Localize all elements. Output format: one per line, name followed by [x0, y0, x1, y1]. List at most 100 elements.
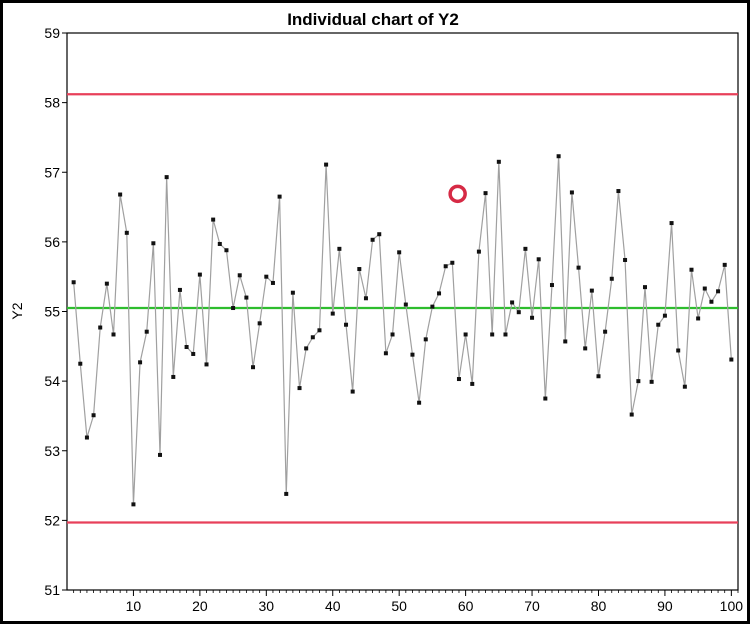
data-point [211, 217, 216, 222]
data-point [304, 346, 309, 351]
data-point [131, 502, 136, 507]
data-point [350, 389, 355, 394]
data-point [363, 296, 368, 301]
chart-title: Individual chart of Y2 [287, 10, 459, 29]
data-point [503, 332, 508, 337]
data-point [636, 379, 641, 384]
data-point [609, 276, 614, 281]
y-tick-label: 57 [44, 164, 60, 180]
x-tick-label: 10 [126, 598, 142, 614]
data-point [403, 302, 408, 307]
data-point [689, 267, 694, 272]
data-point [251, 365, 256, 370]
data-point [476, 249, 481, 254]
data-point [642, 285, 647, 290]
data-point [231, 306, 236, 311]
x-tick-label: 60 [458, 598, 474, 614]
data-point [483, 191, 488, 196]
data-point [324, 162, 329, 167]
data-point [377, 232, 382, 237]
data-point [430, 304, 435, 309]
annotation-marker [448, 184, 467, 204]
data-point [138, 360, 143, 365]
data-point [589, 288, 594, 293]
data-point [616, 189, 621, 194]
data-point [596, 374, 601, 379]
y-axis: 51 52 53 54 55 56 57 58 59 [44, 25, 67, 598]
x-tick-label: 20 [192, 598, 208, 614]
data-point [197, 272, 202, 277]
data-point [563, 339, 568, 344]
data-point [397, 250, 402, 255]
data-point [158, 452, 163, 457]
data-point [270, 280, 275, 285]
data-point [124, 230, 129, 235]
y-tick-label: 55 [44, 304, 60, 320]
data-point [290, 290, 295, 295]
x-tick-label: 90 [657, 598, 673, 614]
data-point [277, 194, 282, 199]
data-point [177, 287, 182, 292]
data-point [264, 274, 269, 279]
data-point [702, 286, 707, 291]
data-point [676, 348, 681, 353]
data-point [549, 283, 554, 288]
data-point [709, 299, 714, 304]
data-point [370, 237, 375, 242]
data-point [151, 241, 156, 246]
data-point [344, 322, 349, 327]
data-point [569, 190, 574, 195]
data-point [516, 310, 521, 315]
data-point [144, 329, 149, 334]
x-tick-label: 80 [591, 598, 607, 614]
data-point [556, 154, 561, 159]
data-point [682, 384, 687, 389]
data-point [204, 362, 209, 367]
y-tick-label: 51 [44, 582, 60, 598]
data-point [84, 435, 89, 440]
x-tick-label: 40 [325, 598, 341, 614]
data-point [78, 361, 83, 366]
plot-area [66, 32, 739, 591]
data-point [629, 412, 634, 417]
data-point [171, 374, 176, 379]
data-point [456, 377, 461, 382]
data-point [530, 315, 535, 320]
data-point [118, 192, 123, 197]
data-point [463, 332, 468, 337]
data-point [496, 159, 501, 164]
data-point [91, 413, 96, 418]
data-point [649, 379, 654, 384]
annotations [448, 184, 467, 204]
data-point [317, 328, 322, 333]
data-point [104, 281, 109, 286]
data-point [191, 351, 196, 356]
data-point [357, 267, 362, 272]
x-tick-label: 100 [720, 598, 744, 614]
y-tick-label: 59 [44, 25, 60, 41]
data-point [523, 246, 528, 251]
y-tick-label: 54 [44, 373, 60, 389]
x-axis: 10 20 30 40 50 60 70 80 90 100 [73, 590, 744, 614]
data-point [111, 332, 116, 337]
data-point [623, 257, 628, 262]
data-point [71, 280, 76, 285]
y-tick-label: 56 [44, 234, 60, 250]
data-point [410, 352, 415, 357]
data-point [603, 329, 608, 334]
y-tick-label: 58 [44, 95, 60, 111]
data-point [297, 386, 302, 391]
data-point [536, 257, 541, 262]
data-point [490, 332, 495, 337]
data-point [217, 241, 222, 246]
data-point [337, 246, 342, 251]
data-point [284, 491, 289, 496]
x-tick-label: 30 [259, 598, 275, 614]
data-point [696, 316, 701, 321]
data-point [437, 291, 442, 296]
data-point [237, 273, 242, 278]
data-point [450, 260, 455, 265]
data-point [583, 346, 588, 351]
data-point [330, 311, 335, 316]
